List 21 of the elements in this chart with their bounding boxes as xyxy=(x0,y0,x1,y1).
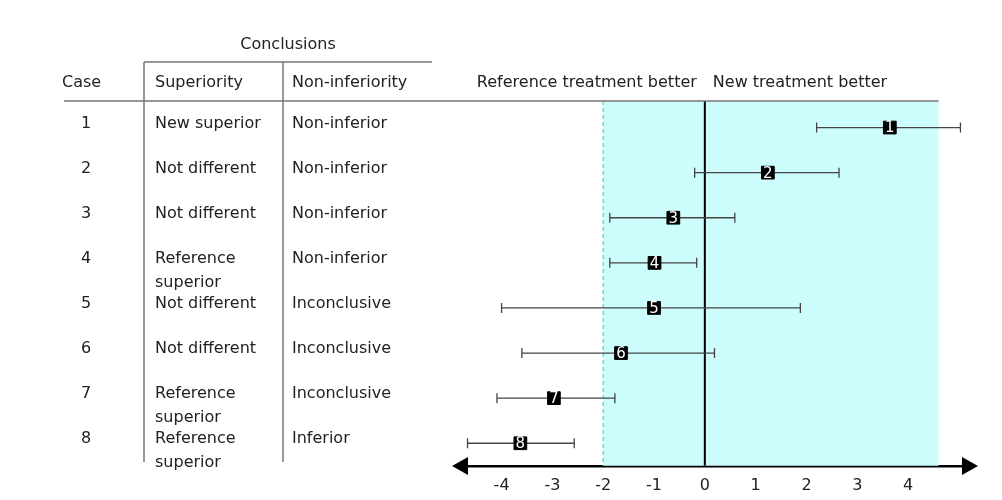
x-tick-label: 1 xyxy=(750,474,761,494)
x-tick-label: -4 xyxy=(493,474,510,494)
text: New treatment better xyxy=(712,72,888,92)
text: Reference treatment better xyxy=(476,72,698,92)
category-label: 1 xyxy=(80,112,92,132)
category-label: 7 xyxy=(80,383,92,403)
category-label: 6 xyxy=(80,338,92,358)
x-tick-label: -1 xyxy=(646,474,662,494)
x-tick-label: -2 xyxy=(595,474,612,494)
x-tick-label: 0 xyxy=(699,474,710,494)
category-label: 2 xyxy=(80,157,92,177)
x-tick-label: 2 xyxy=(801,474,812,494)
text: Case xyxy=(62,72,102,92)
category-label: 4 xyxy=(80,248,92,268)
x-tick-label: -3 xyxy=(544,474,561,494)
x-tick-label: 4 xyxy=(903,474,914,494)
category-label: 3 xyxy=(80,202,92,222)
text: Conclusions xyxy=(240,34,336,54)
category-label: 5 xyxy=(80,293,92,313)
x-tick-label: 3 xyxy=(852,474,863,494)
category-label: 8 xyxy=(80,428,92,448)
